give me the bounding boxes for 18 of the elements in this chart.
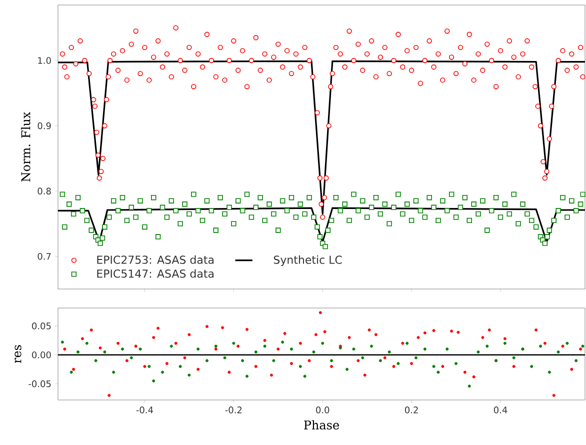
x-tick-label: 0.2	[404, 406, 418, 414]
y-tick-label: 1.0	[38, 57, 51, 64]
y-tick-label: -0.05	[28, 380, 51, 388]
x-tick-label: 0.4	[494, 406, 508, 414]
legend-label: EPIC2753: ASAS data	[97, 255, 214, 264]
x-tick-label: -0.4	[136, 406, 153, 414]
x-tick-label: -0.2	[225, 406, 242, 414]
y-tick-label: 0.00	[32, 351, 51, 358]
y-axis-title: res	[14, 345, 22, 364]
legend-label: EPIC5147: ASAS data	[97, 269, 214, 278]
y-axis-title: Norm. Flux	[21, 112, 30, 182]
y-tick-label: 0.8	[38, 188, 51, 194]
y-tick-label: 0.9	[38, 122, 51, 130]
y-tick-label: 0.05	[32, 322, 51, 330]
legend-label: Synthetic LC	[274, 255, 342, 266]
y-tick-label: 0.7	[38, 252, 51, 260]
x-tick-label: 0.0	[316, 406, 330, 414]
x-axis-title: Phase	[304, 420, 340, 430]
